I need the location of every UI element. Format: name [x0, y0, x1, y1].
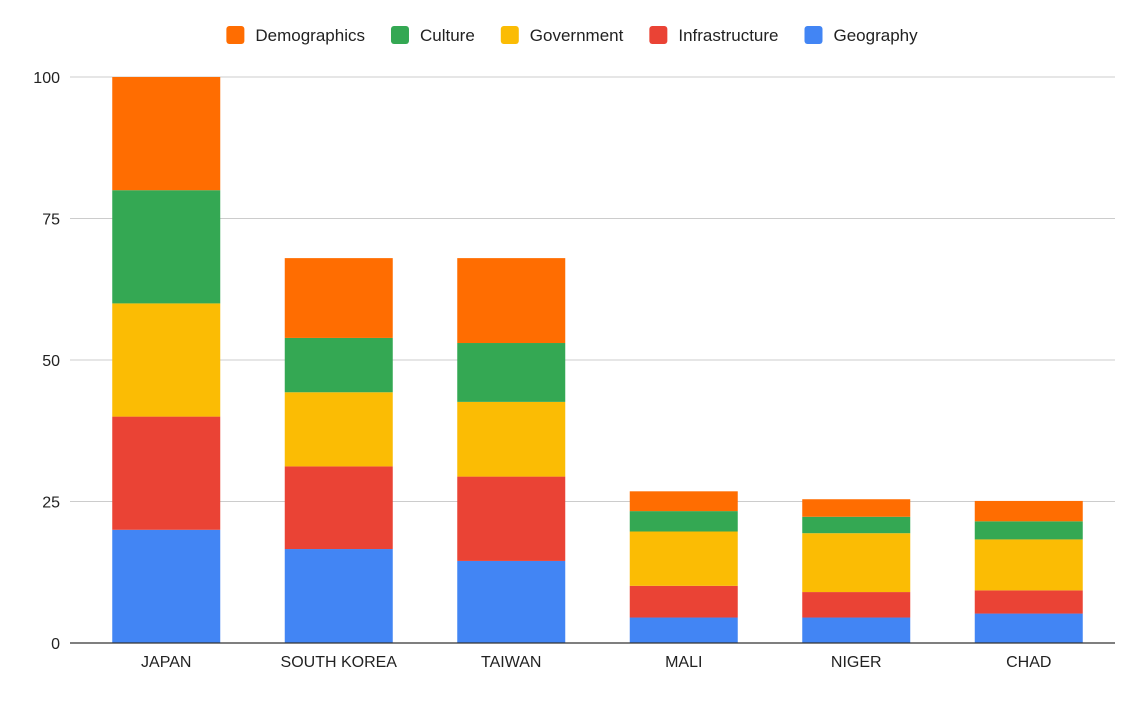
bar-taiwan-government	[457, 401, 566, 477]
bar-chad-demographics	[974, 500, 1083, 522]
bar-japan-government	[112, 303, 221, 417]
x-tick-label: TAIWAN	[481, 654, 541, 671]
bar-niger-culture	[802, 516, 911, 534]
bar-chad-culture	[974, 521, 1083, 540]
legend-swatch	[500, 26, 519, 44]
legend-swatch	[649, 26, 668, 44]
legend-swatch	[804, 26, 823, 44]
bar-mali-demographics	[629, 491, 738, 512]
bar-niger-infrastructure	[802, 592, 911, 618]
bar-japan-demographics	[112, 77, 221, 191]
gridlines	[70, 76, 1115, 502]
legend-label: Government	[530, 26, 624, 45]
x-tick-label: JAPAN	[141, 654, 191, 671]
legend-label: Demographics	[255, 26, 365, 45]
legend-item-infrastructure: Infrastructure	[649, 26, 779, 45]
bar-niger-government	[802, 533, 911, 593]
bar-niger-geography	[802, 617, 911, 643]
legend-item-culture: Culture	[390, 26, 475, 45]
legend-swatch	[226, 26, 245, 44]
x-axis: JAPAN SOUTH KOREA TAIWAN MALI NIGER CHAD	[70, 642, 1115, 671]
bar-mali-geography	[629, 617, 738, 643]
y-tick-label: 0	[51, 636, 60, 653]
bar-chad-geography	[974, 613, 1083, 643]
bar-south-korea-culture	[284, 337, 393, 393]
bar-taiwan-geography	[457, 560, 566, 643]
y-tick-label: 50	[42, 353, 60, 370]
bar-niger-demographics	[802, 499, 911, 517]
y-tick-label: 25	[42, 495, 60, 512]
x-tick-label: CHAD	[1006, 654, 1051, 671]
legend-item-demographics: Demographics	[226, 26, 365, 45]
bar-south-korea-government	[284, 392, 393, 467]
bar-taiwan-culture	[457, 343, 566, 402]
x-tick-label: SOUTH KOREA	[281, 654, 398, 671]
bar-mali-government	[629, 531, 738, 586]
bar-japan-infrastructure	[112, 416, 221, 530]
bar-mali-infrastructure	[629, 585, 738, 618]
bar-chad-government	[974, 539, 1083, 591]
y-tick-label: 100	[33, 70, 60, 87]
legend: Demographics Culture Government Infrastruct…	[226, 26, 918, 45]
bars	[112, 77, 1083, 643]
bar-taiwan-demographics	[457, 258, 566, 344]
y-axis: 0 25 50 75 100	[33, 70, 60, 653]
y-tick-label: 75	[42, 212, 60, 229]
legend-item-government: Government	[500, 26, 624, 45]
bar-south-korea-geography	[284, 549, 393, 643]
legend-label: Culture	[420, 26, 475, 45]
bar-japan-geography	[112, 529, 221, 643]
legend-item-geography: Geography	[804, 26, 919, 45]
bar-japan-culture	[112, 190, 221, 304]
bar-mali-culture	[629, 511, 738, 532]
bar-south-korea-demographics	[284, 258, 393, 338]
x-tick-label: MALI	[665, 654, 702, 671]
bar-taiwan-infrastructure	[457, 476, 566, 561]
bar-south-korea-infrastructure	[284, 466, 393, 550]
legend-swatch	[390, 26, 409, 44]
bar-chad-infrastructure	[974, 590, 1083, 614]
legend-label: Infrastructure	[678, 26, 778, 45]
legend-label: Geography	[834, 26, 919, 45]
x-tick-label: NIGER	[831, 654, 882, 671]
